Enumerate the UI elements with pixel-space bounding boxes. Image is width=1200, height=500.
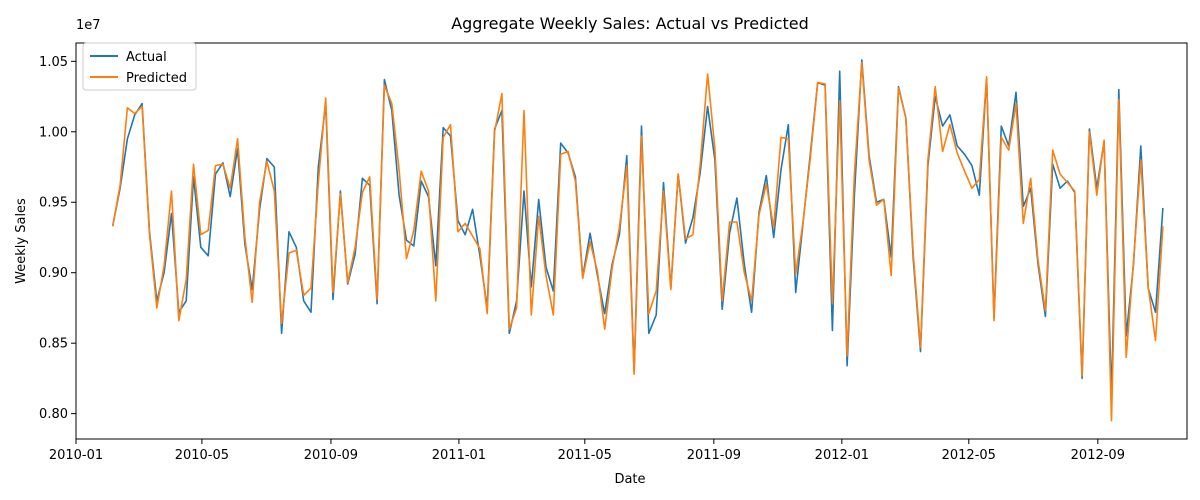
y-tick-label: 0.90 [39,266,68,281]
plot-frame [76,43,1187,439]
legend-label-predicted: Predicted [126,71,187,86]
series-line-predicted [111,61,1164,422]
x-tick-label: 2011-01 [432,448,486,463]
x-tick-label: 2010-01 [49,448,103,463]
y-tick-label: 1.00 [39,125,68,140]
x-axis: 2010-01 2010-05 2010-09 2011-01 2011-05 2011-… [49,439,1125,463]
legend: Actual Predicted [82,42,197,91]
plot-area [75,42,1188,440]
legend-label-actual: Actual [126,50,167,65]
y-axis-offset-label: 1e7 [76,18,101,33]
x-tick-label: 2011-05 [558,448,612,463]
x-tick-label: 2010-09 [304,448,358,463]
x-axis-label: Date [614,472,645,487]
y-tick-label: 0.95 [39,196,68,211]
x-tick-label: 2011-09 [687,448,741,463]
y-tick-label: 0.85 [39,337,68,352]
series-layer [111,59,1164,422]
x-tick-label: 2012-09 [1071,448,1125,463]
plot-border [75,42,1188,440]
y-axis-label: Weekly Sales [14,198,29,284]
x-tick-label: 2010-05 [175,448,229,463]
y-axis: 0.80 0.85 0.90 0.95 1.00 1.05 [39,55,76,422]
x-tick-label: 2012-05 [942,448,996,463]
legend-box [82,42,197,91]
y-tick-label: 1.05 [39,55,68,70]
y-tick-label: 0.80 [39,407,68,422]
chart-title: Aggregate Weekly Sales: Actual vs Predic… [451,14,809,33]
x-tick-label: 2012-01 [815,448,869,463]
